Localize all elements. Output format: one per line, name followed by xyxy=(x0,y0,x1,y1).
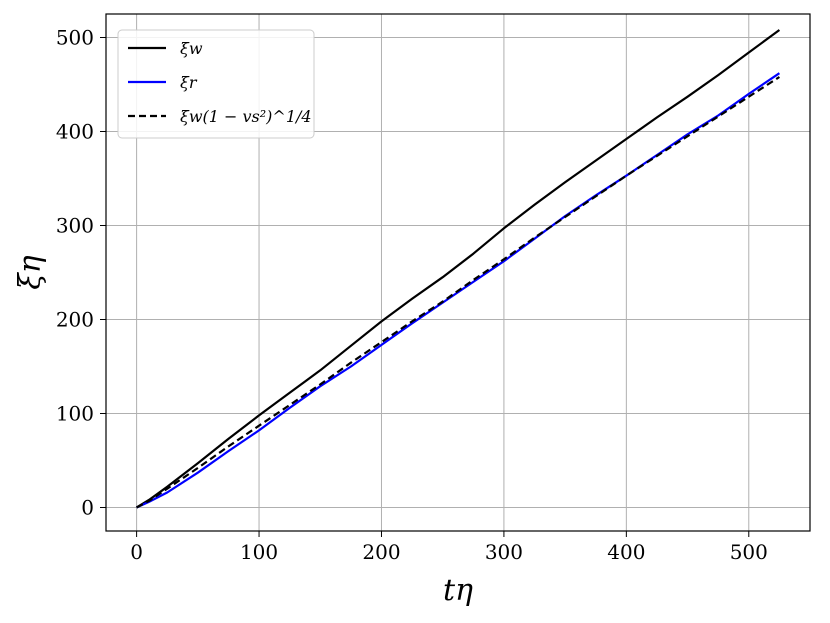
legend-box xyxy=(117,29,315,139)
x-tick-label: 0 xyxy=(130,540,143,564)
x-tick-label: 400 xyxy=(607,540,645,564)
series-line-1 xyxy=(136,29,781,509)
series-layer xyxy=(136,29,781,509)
y-tick-label: 300 xyxy=(56,214,94,238)
axis-ticks: 0 100 200 300 400 500 0 100 200 300 400 500 xyxy=(56,26,768,565)
plot-frame xyxy=(105,13,811,532)
legend-label-3: ξw(1 − vs²)^1/4 xyxy=(180,107,312,126)
y-tick-label: 500 xyxy=(56,26,94,50)
x-tick-label: 100 xyxy=(240,540,278,564)
legend-label-1: ξw xyxy=(180,39,203,58)
x-tick-label: 200 xyxy=(362,540,400,564)
y-tick-label: 0 xyxy=(81,496,94,520)
y-tick-label: 200 xyxy=(56,308,94,332)
legend-label-2: ξr xyxy=(180,73,198,92)
legend: ξw ξr ξw(1 − vs²)^1/4 xyxy=(117,29,315,139)
y-axis-label: ξη xyxy=(13,255,48,290)
y-tick-label: 100 xyxy=(56,402,94,426)
x-tick-label: 500 xyxy=(730,540,768,564)
series-line-3 xyxy=(136,76,780,509)
x-tick-label: 300 xyxy=(485,540,523,564)
x-axis-label: tη xyxy=(443,573,473,608)
y-tick-label: 400 xyxy=(56,120,94,144)
